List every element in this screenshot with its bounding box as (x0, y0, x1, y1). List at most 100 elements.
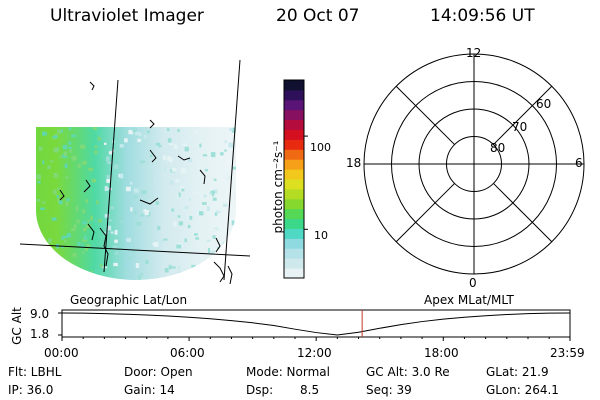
image-speckle (107, 161, 112, 164)
image-speckle (88, 167, 94, 171)
image-speckle (155, 201, 160, 205)
instrument-title: Ultraviolet Imager (50, 6, 204, 26)
mlt-label-18: 18 (346, 156, 362, 170)
image-speckle (114, 239, 118, 243)
image-speckle (202, 154, 208, 157)
timeline-ylabel: GC Alt (10, 307, 24, 345)
image-speckle (112, 246, 118, 249)
image-speckle (64, 163, 68, 169)
image-speckle (232, 166, 236, 170)
image-speckle (132, 249, 135, 254)
image-speckle (71, 155, 77, 161)
image-speckle (199, 211, 204, 216)
image-speckle (155, 142, 161, 146)
image-speckle (57, 198, 60, 203)
image-speckle (132, 128, 137, 133)
image-speckle (36, 198, 41, 202)
image-speckle (65, 176, 69, 179)
mlt-label-6: 6 (575, 156, 583, 170)
image-speckle (59, 200, 63, 205)
image-speckle (120, 220, 124, 223)
image-speckle (212, 235, 216, 239)
colorbar-segment (284, 238, 304, 249)
image-speckle (52, 135, 58, 139)
image-speckle (84, 235, 88, 240)
image-speckle (159, 239, 164, 244)
mlt-spoke (493, 85, 553, 145)
image-speckle (167, 156, 172, 161)
image-speckle (65, 272, 70, 276)
image-speckle (82, 209, 85, 214)
image-speckle (153, 226, 156, 229)
status-ip: IP: 36.0 (8, 383, 54, 397)
image-speckle (191, 272, 195, 277)
image-speckle (181, 188, 185, 192)
image-speckle (222, 132, 228, 135)
image-speckle (178, 221, 184, 226)
timeline-xtick: 12:00 (297, 346, 332, 360)
image-speckle (60, 129, 63, 133)
timeline-xtick: 23:59 (550, 346, 585, 360)
mlt-label-12: 12 (466, 46, 482, 60)
image-speckle (233, 238, 236, 241)
image-speckle (163, 167, 167, 172)
image-speckle (203, 239, 207, 242)
image-speckle (167, 138, 172, 143)
colorbar-segment (284, 149, 304, 160)
image-speckle (52, 137, 56, 140)
image-speckle (128, 130, 134, 135)
image-speckle (94, 269, 97, 273)
image-speckle (219, 144, 224, 147)
image-speckle (97, 136, 101, 141)
image-speckle (86, 244, 91, 248)
image-speckle (106, 175, 112, 179)
image-speckle (85, 224, 91, 228)
lat-label-80: 80 (490, 141, 506, 155)
auroral-image (19, 59, 251, 285)
image-speckle (104, 231, 109, 234)
altitude-trace (61, 312, 571, 336)
image-speckle (125, 186, 131, 192)
image-speckle (184, 238, 187, 243)
image-speckle (146, 130, 150, 134)
image-speckle (175, 179, 180, 183)
image-speckle (71, 228, 76, 232)
image-speckle (134, 211, 137, 215)
image-speckle (202, 202, 207, 205)
image-speckle (137, 138, 142, 143)
image-speckle (80, 144, 86, 149)
image-speckle (82, 251, 85, 254)
colorbar-unit-label: photon cm⁻²s⁻¹ (271, 140, 285, 234)
image-speckle (157, 226, 161, 231)
image-speckle (53, 172, 58, 178)
image-speckle (193, 191, 198, 194)
image-speckle (68, 141, 72, 145)
status-gc-alt: GC Alt: 3.0 Re (366, 365, 450, 379)
image-speckle (197, 237, 203, 241)
image-speckle (104, 142, 107, 145)
image-speckle (223, 203, 228, 207)
timeline-ytick-1.8: 1.8 (30, 327, 50, 341)
image-speckle (144, 134, 147, 139)
image-speckle (130, 207, 133, 212)
image-speckle (208, 198, 213, 204)
image-speckle (66, 233, 71, 238)
image-speckle (61, 236, 64, 240)
image-speckle (169, 180, 174, 185)
image-speckle (82, 160, 87, 165)
image-speckle (178, 192, 181, 198)
status-flt: Flt: LBHL (8, 365, 62, 379)
image-speckle (52, 189, 57, 195)
image-speckle (228, 142, 234, 148)
image-speckle (76, 206, 79, 212)
image-speckle (217, 207, 221, 212)
image-speckle (177, 271, 181, 275)
image-speckle (43, 132, 48, 136)
image-speckle (173, 221, 177, 227)
image-speckle (63, 151, 68, 157)
image-speckle (82, 221, 87, 225)
image-speckle (113, 262, 118, 267)
image-speckle (137, 275, 142, 280)
polar-plot (363, 53, 585, 275)
